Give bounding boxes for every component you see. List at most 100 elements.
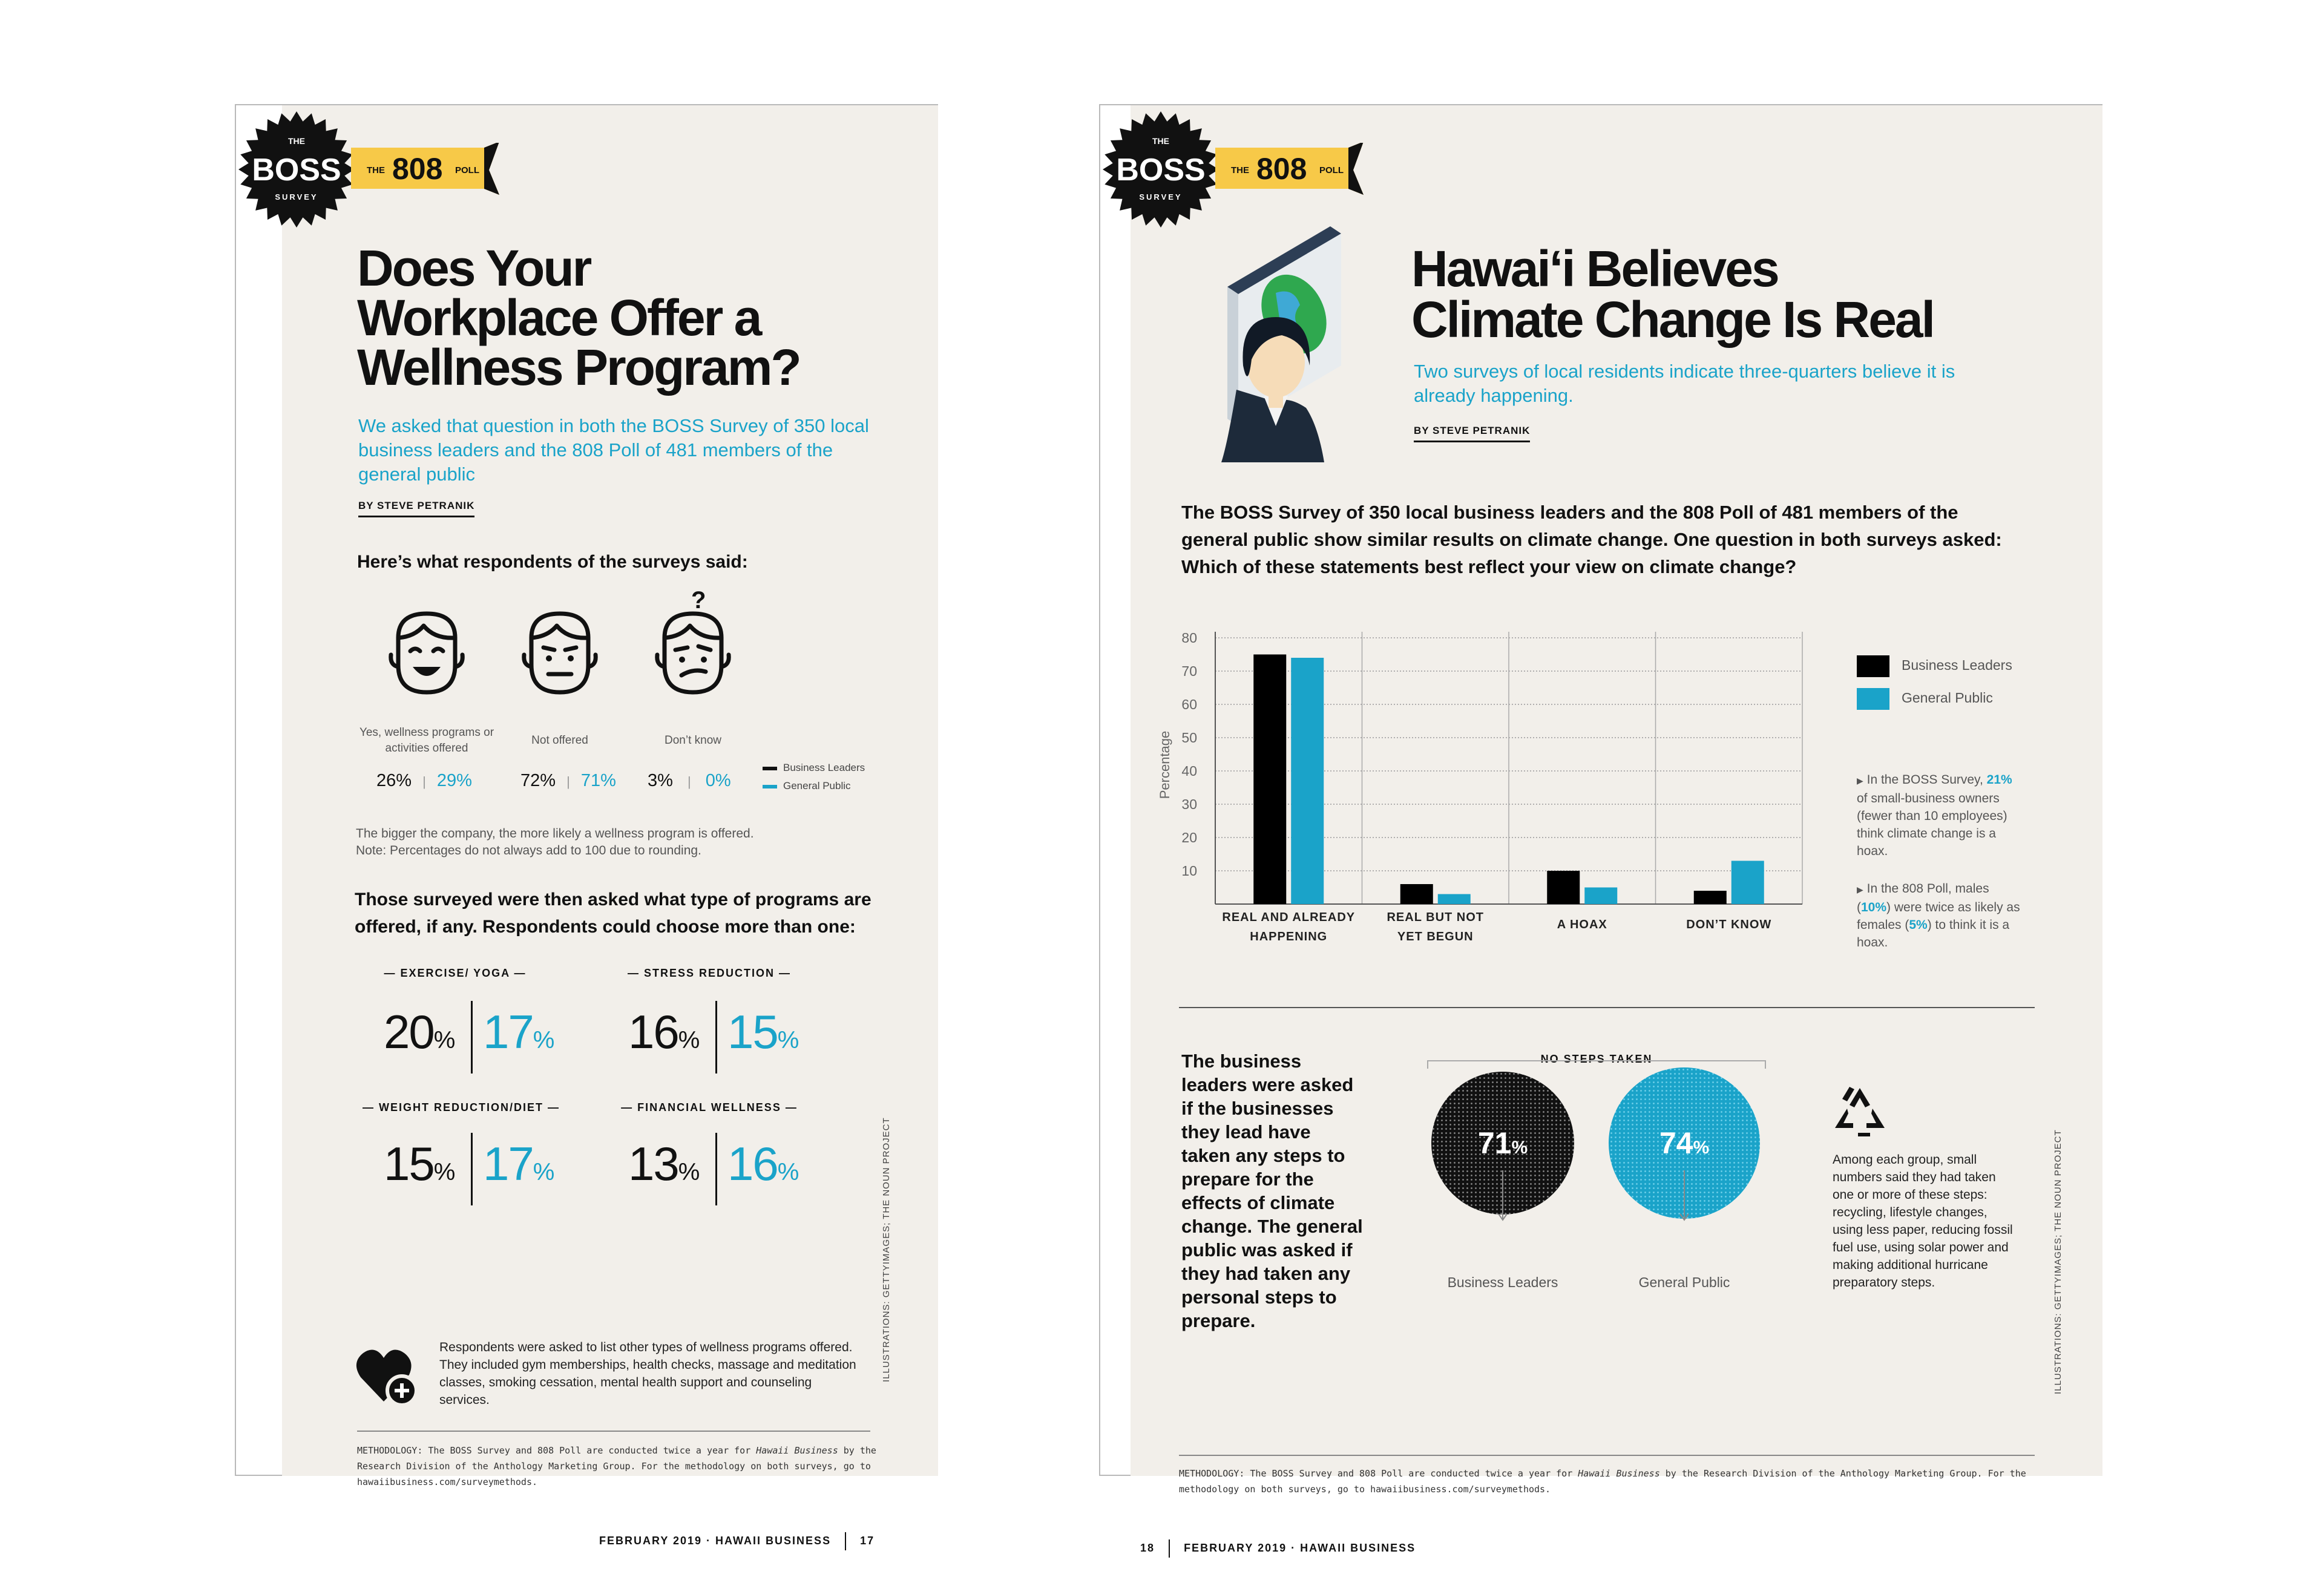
methodology-text-1: The BOSS Survey and 808 Poll are conduct… <box>428 1445 751 1456</box>
chart-bars <box>1253 654 1764 904</box>
dash: — <box>779 967 792 979</box>
public-no-steps-label: General Public <box>1638 1274 1730 1290</box>
exercise-public-value: 17 <box>483 1005 534 1058</box>
legend-swatch-black <box>1857 655 1889 677</box>
pct-sign: % <box>433 1027 456 1054</box>
bar-general-public-3 <box>1731 860 1764 904</box>
left-byline: BY STEVE PETRANIK <box>358 500 475 517</box>
boss-survey-badge: THE BOSS SURVEY <box>1103 111 1219 228</box>
exercise-public-pct: 17% <box>483 1005 554 1060</box>
chart-legend-leaders: Business Leaders <box>1857 649 2012 681</box>
dash: — <box>548 1101 560 1113</box>
pct-sign: % <box>678 1159 700 1185</box>
note-2-post: ) were twice as likely as females ( <box>1857 900 2020 932</box>
exercise-leaders-value: 20 <box>384 1005 435 1058</box>
note-line-2: Note: Percentages do not always add to 1… <box>356 844 701 857</box>
stress-leaders-value: 16 <box>628 1005 680 1058</box>
methodology-label: METHODOLOGY: <box>1179 1468 1245 1479</box>
leaders-arrow-down-icon <box>1498 1170 1508 1221</box>
financial-public-pct: 16% <box>727 1136 799 1192</box>
badge-boss: BOSS <box>1116 152 1205 188</box>
climate-bar-chart: 10 20 30 40 50 60 70 80 REAL AND ALREADY HAPPENI… <box>1157 630 1803 940</box>
right-title: Hawai‘i Believes Climate Change Is Real <box>1411 243 1935 345</box>
chart-note-2: ▶ In the 808 Poll, males (10%) were twic… <box>1857 880 2026 951</box>
tag-poll: POLL <box>1319 165 1344 175</box>
chart-legend-public: General Public <box>1857 681 2012 714</box>
public-arrow-down-icon <box>1679 1170 1689 1221</box>
pct-sign: % <box>678 1027 700 1054</box>
808-poll-tag: THE 808 POLL <box>1215 143 1364 195</box>
leaders-no-steps-number: 71 <box>1477 1126 1512 1160</box>
public-no-steps-number: 74 <box>1659 1126 1693 1160</box>
dash: — <box>514 967 527 979</box>
pct-sign: % <box>533 1027 555 1054</box>
pct-sign: % <box>1511 1138 1528 1158</box>
leaders-no-steps-value: 71% <box>1457 1126 1548 1161</box>
methodology-magazine: Hawaii Business <box>756 1445 838 1456</box>
tag-poll: POLL <box>455 165 479 175</box>
left-question-2: Those surveyed were then asked what type… <box>355 890 872 937</box>
chart-legend-public-label: General Public <box>1902 690 1993 706</box>
right-mid-rule <box>1179 1007 2035 1008</box>
right-subtitle: Two surveys of local residents indicate … <box>1414 361 1955 406</box>
program-stress-label: STRESS REDUCTION <box>643 967 775 979</box>
pct-sign: % <box>433 1159 456 1185</box>
financial-leaders-pct: 13% <box>628 1136 700 1192</box>
y-tick-label: 30 <box>1181 796 1197 812</box>
yes-leaders-value: 26% <box>376 771 412 790</box>
right-credit: ILLUSTRATIONS: GETTYIMAGES; THE NOUN PRO… <box>2053 1129 2063 1394</box>
x-category-label: HAPPENING <box>1250 930 1327 940</box>
program-weight-label: WEIGHT REDUCTION/DIET <box>379 1101 543 1113</box>
financial-leaders-value: 13 <box>628 1137 680 1190</box>
no-steps-circles <box>1431 1067 1760 1221</box>
note-2-pre: In the 808 Poll, males ( <box>1857 882 1989 914</box>
stress-leaders-pct: 16% <box>628 1005 700 1060</box>
financial-public-value: 16 <box>727 1137 779 1190</box>
chart-note-1: ▶ In the BOSS Survey, 21% of small-busin… <box>1857 771 2026 860</box>
bar-business-leaders-0 <box>1253 654 1287 904</box>
leaders-no-steps-circle <box>1431 1072 1574 1215</box>
neutral-face-icon <box>522 611 598 695</box>
program-label-weight: — WEIGHT REDUCTION/DIET — <box>352 1101 570 1114</box>
program-label-stress: — STRESS REDUCTION — <box>612 967 806 980</box>
methodology-label: METHODOLOGY: <box>357 1445 423 1456</box>
note-2-highlight: 10% <box>1861 900 1887 914</box>
y-tick-label: 50 <box>1181 730 1197 746</box>
steps-detail-text: Among each group, small numbers said the… <box>1833 1153 2013 1290</box>
tag-808: 808 <box>392 152 442 186</box>
badge-the: THE <box>1152 136 1169 146</box>
dash: — <box>384 967 396 979</box>
exercise-leaders-pct: 20% <box>384 1005 455 1060</box>
note-2-post-2: ) to think it is a hoax. <box>1857 918 2010 949</box>
left-title-line-2: Workplace Offer a <box>357 289 762 346</box>
badge-survey: SURVEY <box>1139 192 1182 202</box>
right-rule <box>1179 1455 2035 1456</box>
y-tick-label: 20 <box>1181 830 1197 845</box>
badge-survey: SURVEY <box>275 192 318 202</box>
bar-general-public-2 <box>1584 887 1618 904</box>
other-programs-text: Respondents were asked to list other typ… <box>439 1340 856 1407</box>
program-label-financial: — FINANCIAL WELLNESS — <box>606 1101 812 1114</box>
no-steps-bracket-mask <box>1506 1055 1687 1067</box>
weight-divider <box>471 1133 473 1205</box>
dont-know-leaders-value: 3% <box>648 771 673 790</box>
left-subtitle: We asked that question in both the BOSS … <box>358 415 869 485</box>
smiling-face-icon <box>389 611 465 695</box>
face-values-dont-know: 3% | 0% <box>648 771 731 791</box>
x-category-label: REAL AND ALREADY <box>1222 911 1355 924</box>
stress-public-pct: 15% <box>727 1005 799 1060</box>
legend-business-leaders: Business Leaders <box>763 759 865 777</box>
chart-legend-leaders-label: Business Leaders <box>1902 657 2012 673</box>
question-mark: ? <box>691 587 706 614</box>
dash: — <box>785 1101 798 1113</box>
y-tick-label: 70 <box>1181 663 1197 679</box>
confused-face-icon <box>655 611 731 695</box>
right-byline: BY STEVE PETRANIK <box>1414 425 1531 442</box>
pct-sign: % <box>777 1027 799 1054</box>
y-tick-label: 60 <box>1181 697 1197 712</box>
separator: | <box>687 774 691 789</box>
note-1-post: of small-business owners (fewer than 10 … <box>1857 792 2007 858</box>
x-category-label: REAL BUT NOT <box>1387 911 1484 924</box>
separator: | <box>566 774 570 789</box>
left-credit: ILLUSTRATIONS: GETTYIMAGES; THE NOUN PRO… <box>881 1117 891 1382</box>
